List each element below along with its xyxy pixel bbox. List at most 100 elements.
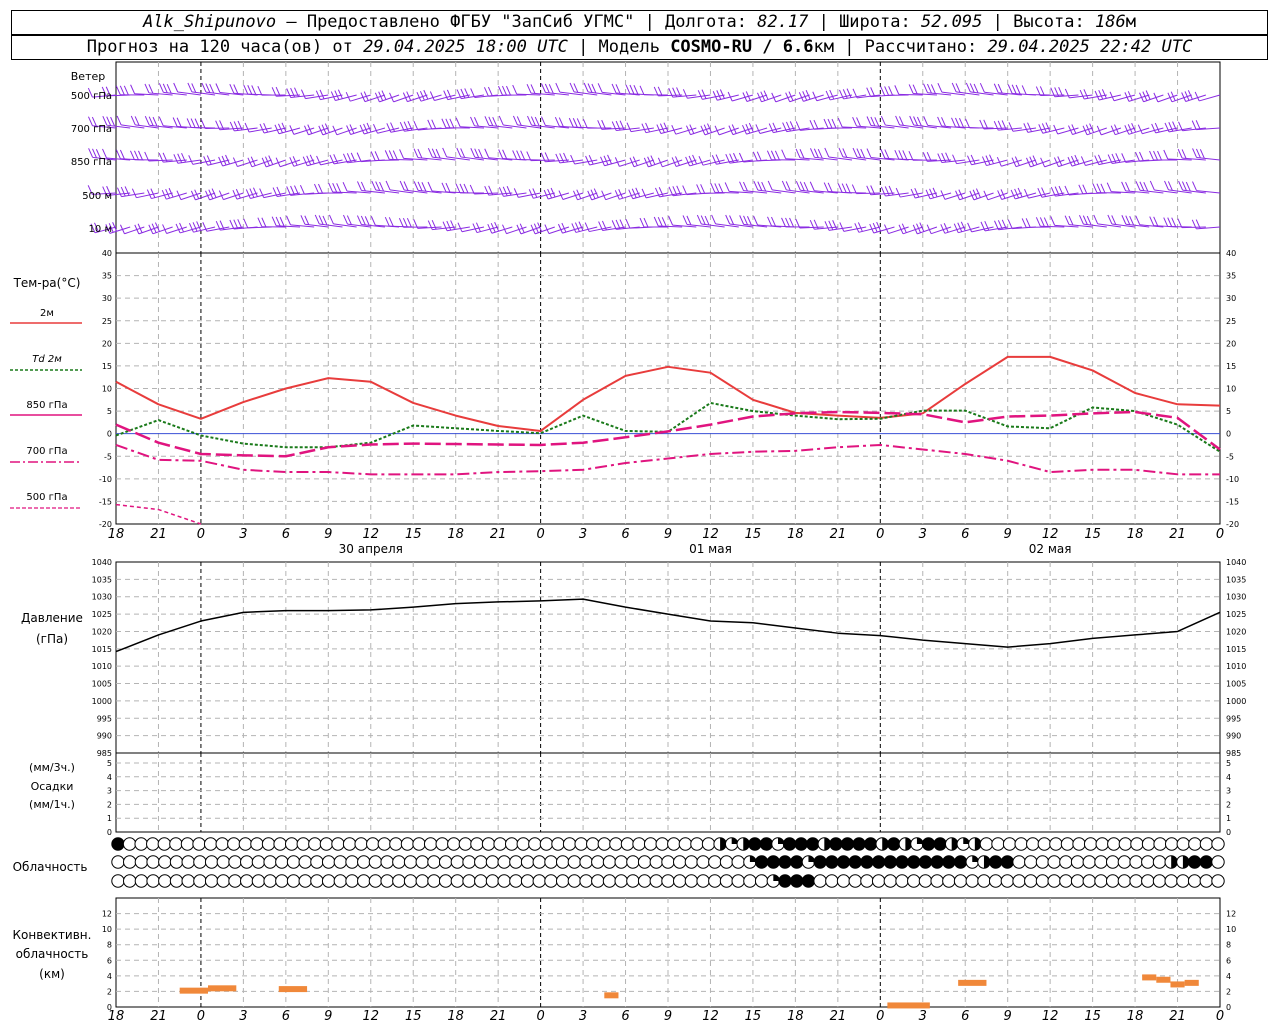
cloud-circle-empty bbox=[158, 855, 172, 869]
wind-barb-flag bbox=[1027, 122, 1032, 132]
cloud-circle-empty bbox=[403, 874, 418, 888]
wind-barb-flag bbox=[789, 121, 795, 131]
cloud-title: Облачность bbox=[13, 860, 88, 874]
wind-barb bbox=[308, 127, 329, 136]
wind-barb-flag bbox=[442, 221, 448, 231]
wind-barb-flag bbox=[880, 186, 886, 197]
wind-barb-flag bbox=[1053, 157, 1059, 167]
pressure-ytick-left: 1005 bbox=[92, 680, 112, 689]
wind-barb bbox=[389, 189, 414, 194]
cloud-circle-half-fill bbox=[720, 837, 727, 851]
wind-barb bbox=[729, 223, 753, 228]
cloud-circle-empty bbox=[1117, 874, 1132, 888]
altitude-label: | Высота: bbox=[982, 12, 1095, 32]
wind-barb-flag bbox=[1178, 180, 1184, 191]
x-tick-label-temp: 15 bbox=[1084, 527, 1101, 542]
cloud-circle-empty bbox=[1211, 855, 1225, 869]
cloud-circle-empty bbox=[696, 874, 710, 888]
wind-barb-flag bbox=[219, 120, 225, 130]
wind-barb-flag bbox=[205, 190, 210, 201]
cloud-circle-empty bbox=[447, 837, 461, 851]
cloud-circle-empty bbox=[298, 855, 312, 869]
wind-barb bbox=[293, 159, 315, 167]
wind-barb-flag bbox=[689, 124, 695, 134]
wind-barb-flag bbox=[1029, 156, 1035, 166]
wind-barb-flag bbox=[619, 219, 625, 229]
cloud-circle-empty bbox=[366, 837, 380, 851]
cloud-circle-empty bbox=[678, 837, 693, 851]
wind-barb-flag bbox=[937, 153, 943, 163]
wind-barb-flag bbox=[289, 157, 295, 167]
wind-barb-flag bbox=[359, 124, 365, 135]
x-tick-label-temp: 3 bbox=[239, 527, 247, 542]
wind-barb-flag bbox=[1139, 181, 1145, 191]
wind-barb-flag bbox=[1015, 84, 1021, 95]
wind-barb-flag bbox=[837, 183, 843, 193]
temp-ytick-right: 40 bbox=[1226, 249, 1236, 258]
wind-barb bbox=[530, 159, 555, 162]
wind-barb-flag bbox=[1098, 89, 1104, 100]
wind-barb-flag bbox=[417, 148, 423, 159]
wind-barb-flag bbox=[92, 148, 97, 158]
cloud-circle-empty bbox=[567, 874, 582, 888]
wind-barb-flag bbox=[520, 150, 526, 160]
wind-barb bbox=[1001, 159, 1022, 167]
cloud-circle-full bbox=[860, 855, 874, 869]
wind-barb-flag bbox=[748, 122, 754, 133]
wind-barb-flag bbox=[544, 152, 550, 162]
wind-barb-flag bbox=[460, 88, 466, 99]
wind-barb-flag bbox=[614, 157, 620, 167]
cloud-circle-full bbox=[759, 837, 774, 851]
wind-barb bbox=[548, 226, 570, 235]
cloud-circle-empty bbox=[240, 874, 254, 888]
wind-barb-flag bbox=[686, 125, 691, 135]
cloud-circle-empty bbox=[1105, 855, 1120, 869]
cloud-circle-empty bbox=[1094, 874, 1108, 888]
cloud-circle-empty bbox=[462, 874, 476, 888]
cloud-circle-quarter-fill bbox=[808, 855, 815, 862]
temp-ytick-right: 35 bbox=[1226, 272, 1236, 281]
cloud-circle-empty bbox=[1047, 855, 1061, 869]
wind-barb-flag bbox=[894, 149, 900, 160]
wind-barb-flag bbox=[799, 149, 805, 159]
wind-barb-flag bbox=[916, 116, 922, 127]
wind-barb-flag bbox=[810, 148, 815, 158]
wind-barb-flag bbox=[837, 117, 843, 128]
temp-ytick-left: 25 bbox=[102, 317, 112, 326]
wind-barb bbox=[718, 127, 739, 136]
wind-barb-flag bbox=[1110, 125, 1116, 135]
cloud-circle-empty bbox=[614, 855, 628, 869]
cloud-circle-empty bbox=[1094, 855, 1108, 869]
wind-barb-flag bbox=[398, 218, 404, 228]
wind-barb bbox=[533, 192, 555, 199]
cloud-circle-empty bbox=[1105, 874, 1120, 888]
wind-barb-flag bbox=[813, 148, 819, 158]
wind-barb bbox=[1196, 190, 1221, 194]
cloud-circle-empty bbox=[1153, 837, 1167, 851]
wind-barb-flag bbox=[392, 150, 398, 160]
wind-barb-flag bbox=[166, 84, 172, 94]
wind-barb-flag bbox=[994, 220, 999, 230]
wind-barb-flag bbox=[1041, 187, 1047, 197]
wind-barb bbox=[987, 192, 1008, 201]
cloud-circle-full bbox=[825, 855, 839, 869]
wind-barb-flag bbox=[647, 156, 653, 166]
wind-barb-flag bbox=[585, 155, 591, 166]
wind-barb-flag bbox=[724, 182, 730, 192]
wind-barb bbox=[589, 159, 612, 166]
cloud-circle-empty bbox=[544, 855, 558, 869]
wind-barb-flag bbox=[852, 116, 858, 127]
wind-barb-flag bbox=[403, 121, 409, 131]
cloud-circle-empty bbox=[1012, 874, 1026, 888]
x-tick-label-temp: 15 bbox=[745, 527, 762, 542]
precip-ytick-right: 2 bbox=[1226, 800, 1231, 809]
cloud-circle-empty bbox=[333, 855, 348, 869]
wind-barb-flag bbox=[506, 186, 512, 196]
wind-barb-flag bbox=[753, 215, 759, 226]
wind-barb-flag bbox=[795, 121, 801, 131]
wind-barb-flag bbox=[929, 188, 935, 199]
wind-barb-flag bbox=[470, 148, 476, 158]
cloud-circle-empty bbox=[655, 837, 669, 851]
cloud-circle-empty bbox=[1035, 874, 1050, 888]
cloud-circle-full bbox=[883, 855, 898, 869]
